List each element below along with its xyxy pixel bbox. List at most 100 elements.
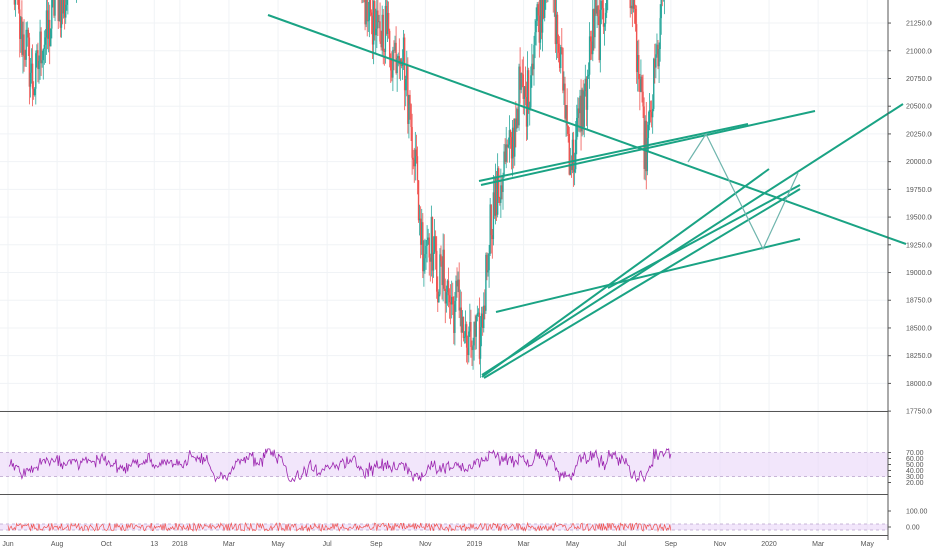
candle-body bbox=[407, 64, 409, 124]
candle-body bbox=[633, 0, 636, 9]
candle-body bbox=[606, 0, 608, 13]
oscillator-tick-label: 100.00 bbox=[906, 509, 928, 516]
candle-body bbox=[376, 10, 378, 29]
time-axis[interactable]: Jun Aug Oct 13 2018 Mar May Jul Sep Nov 2019 Mar May… bbox=[2, 541, 874, 548]
time-tick-label: Jun bbox=[2, 541, 13, 548]
rsi-line bbox=[8, 448, 672, 483]
candle-body bbox=[541, 0, 544, 33]
candle-body bbox=[543, 0, 546, 18]
price-tick-label: 21000.00 bbox=[906, 48, 932, 55]
candle-body bbox=[566, 105, 568, 126]
candle-body bbox=[520, 73, 522, 90]
trend-line[interactable] bbox=[478, 123, 749, 182]
time-tick-label: Jul bbox=[617, 541, 626, 548]
rsi-tick-label: 20.00 bbox=[906, 480, 924, 487]
candle-body bbox=[596, 5, 598, 14]
candle-body bbox=[434, 236, 437, 251]
candle-body bbox=[419, 218, 422, 245]
candle-body bbox=[32, 88, 35, 96]
price-tick-label: 18500.00 bbox=[906, 325, 932, 332]
price-axis[interactable]: 24750.0024500.0024250.0024000.0023750.00… bbox=[887, 0, 932, 540]
candle-body bbox=[43, 44, 46, 49]
candle-body bbox=[412, 157, 414, 160]
candle-body bbox=[38, 61, 40, 70]
candle-body bbox=[409, 94, 411, 105]
time-tick-label: Nov bbox=[714, 541, 727, 548]
trend-line[interactable] bbox=[481, 168, 770, 378]
trend-line[interactable] bbox=[483, 188, 801, 379]
candle-body bbox=[655, 54, 657, 68]
candle-body bbox=[500, 185, 502, 203]
candle-body bbox=[444, 288, 446, 304]
candle-body bbox=[365, 0, 367, 25]
candle-body bbox=[34, 88, 36, 96]
candle-body bbox=[586, 76, 589, 110]
candle-body bbox=[638, 55, 640, 80]
candle-body bbox=[576, 117, 578, 140]
candle-body bbox=[28, 37, 31, 87]
candle-body bbox=[380, 41, 382, 48]
candle-body bbox=[589, 36, 592, 42]
candle-body bbox=[656, 44, 658, 55]
time-tick-label: Sep bbox=[370, 541, 383, 548]
candle-body bbox=[387, 12, 390, 31]
candle-body bbox=[485, 254, 487, 311]
candle-body bbox=[427, 237, 429, 240]
candle-body bbox=[20, 17, 22, 39]
candle-body bbox=[562, 47, 564, 91]
candle-body bbox=[657, 44, 659, 67]
candle-body bbox=[391, 70, 393, 78]
time-tick-label: Mar bbox=[812, 541, 825, 548]
candle-body bbox=[594, 0, 596, 38]
candle-body bbox=[415, 149, 418, 157]
price-tick-label: 19000.00 bbox=[906, 270, 932, 277]
candle-body bbox=[393, 49, 395, 51]
candle-body bbox=[63, 0, 66, 18]
candle-body bbox=[507, 144, 510, 148]
candle-body bbox=[660, 0, 662, 19]
candle-body bbox=[17, 0, 20, 10]
candle-body bbox=[532, 63, 534, 70]
candle-body bbox=[631, 5, 634, 9]
candle-body bbox=[561, 47, 563, 48]
candle-body bbox=[564, 83, 566, 119]
price-panel[interactable] bbox=[0, 0, 907, 379]
candle-body bbox=[536, 4, 538, 21]
candle-body bbox=[468, 331, 470, 356]
trend-line[interactable] bbox=[481, 103, 904, 376]
candle-body bbox=[53, 0, 55, 16]
trend-line[interactable] bbox=[267, 14, 907, 245]
candle-body bbox=[21, 17, 23, 55]
candle-body bbox=[486, 254, 488, 273]
candle-body bbox=[492, 192, 495, 240]
trend-line[interactable] bbox=[480, 110, 816, 186]
candle-body bbox=[374, 1, 376, 36]
candle-body bbox=[529, 107, 531, 109]
time-tick-label: May bbox=[861, 541, 875, 548]
candle-body bbox=[539, 0, 542, 43]
candle-body bbox=[386, 12, 389, 34]
trend-line[interactable] bbox=[495, 238, 801, 313]
candle-body bbox=[424, 254, 426, 259]
rsi-tick-label: 40.00 bbox=[906, 468, 924, 475]
candle-body bbox=[397, 56, 399, 59]
candle-body bbox=[470, 322, 472, 348]
trend-line[interactable] bbox=[607, 184, 801, 289]
candle-body bbox=[556, 14, 559, 44]
candle-body bbox=[458, 279, 460, 311]
projection-path[interactable] bbox=[687, 132, 799, 251]
candle-body bbox=[388, 30, 391, 60]
candle-body bbox=[414, 149, 417, 167]
price-tick-label: 19500.00 bbox=[906, 215, 932, 222]
time-tick-label: Sep bbox=[665, 541, 678, 548]
candle-body bbox=[658, 48, 660, 67]
candle-body bbox=[527, 70, 530, 109]
candle-body bbox=[430, 216, 433, 262]
time-tick-label: 2019 bbox=[467, 541, 483, 548]
candle-body bbox=[639, 79, 641, 92]
candle-body bbox=[588, 36, 591, 75]
candle-body bbox=[25, 29, 27, 60]
candle-body bbox=[46, 10, 49, 39]
candle-body bbox=[649, 110, 652, 113]
